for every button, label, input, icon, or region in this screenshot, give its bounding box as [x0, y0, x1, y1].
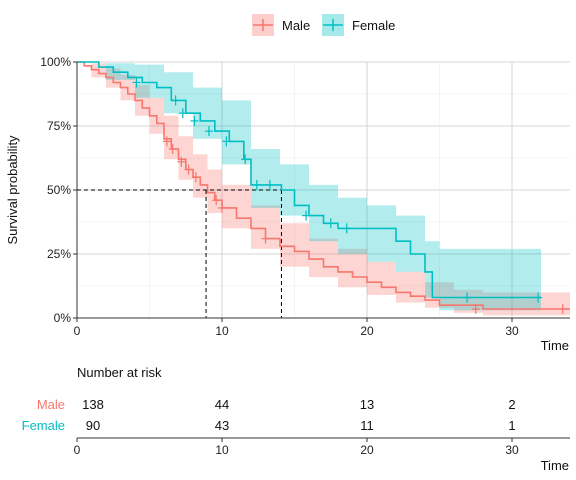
- y-tick-label: 50%: [47, 183, 71, 197]
- legend-label: Female: [352, 18, 395, 33]
- risk-x-tick-label: 0: [74, 443, 81, 457]
- risk-count: 1: [508, 418, 515, 433]
- risk-count: 2: [508, 397, 515, 412]
- risk-row-label-male: Male: [37, 397, 65, 412]
- risk-count: 43: [215, 418, 229, 433]
- legend: Male Female: [252, 14, 395, 36]
- legend-label: Male: [282, 18, 310, 33]
- x-tick-label: 20: [360, 324, 374, 338]
- risk-x-tick-label: 20: [360, 443, 374, 457]
- risk-count: 138: [82, 397, 104, 412]
- risk-x-axis-title: Time: [541, 458, 569, 473]
- x-tick-label: 30: [505, 324, 519, 338]
- y-tick-label: 25%: [47, 247, 71, 261]
- risk-count: 90: [86, 418, 100, 433]
- risk-row-label-female: Female: [22, 418, 65, 433]
- risk-x-tick-label: 10: [215, 443, 229, 457]
- y-tick-label: 75%: [47, 119, 71, 133]
- risk-count: 11: [360, 418, 374, 433]
- x-tick-label: 0: [74, 324, 81, 338]
- risk-x-tick-label: 30: [505, 443, 519, 457]
- risk-count: 13: [360, 397, 374, 412]
- survival-plot-area: 0% 25% 50% 75% 100% 0 10 20 30 Time Survival proba…: [5, 55, 570, 353]
- risk-count: 44: [215, 397, 229, 412]
- x-axis-title: Time: [541, 338, 569, 353]
- y-tick-label: 0%: [54, 311, 72, 325]
- x-tick-label: 10: [215, 324, 229, 338]
- y-axis-title: Survival probability: [5, 135, 20, 245]
- y-tick-label: 100%: [40, 55, 71, 69]
- risk-table-title: Number at risk: [77, 365, 162, 380]
